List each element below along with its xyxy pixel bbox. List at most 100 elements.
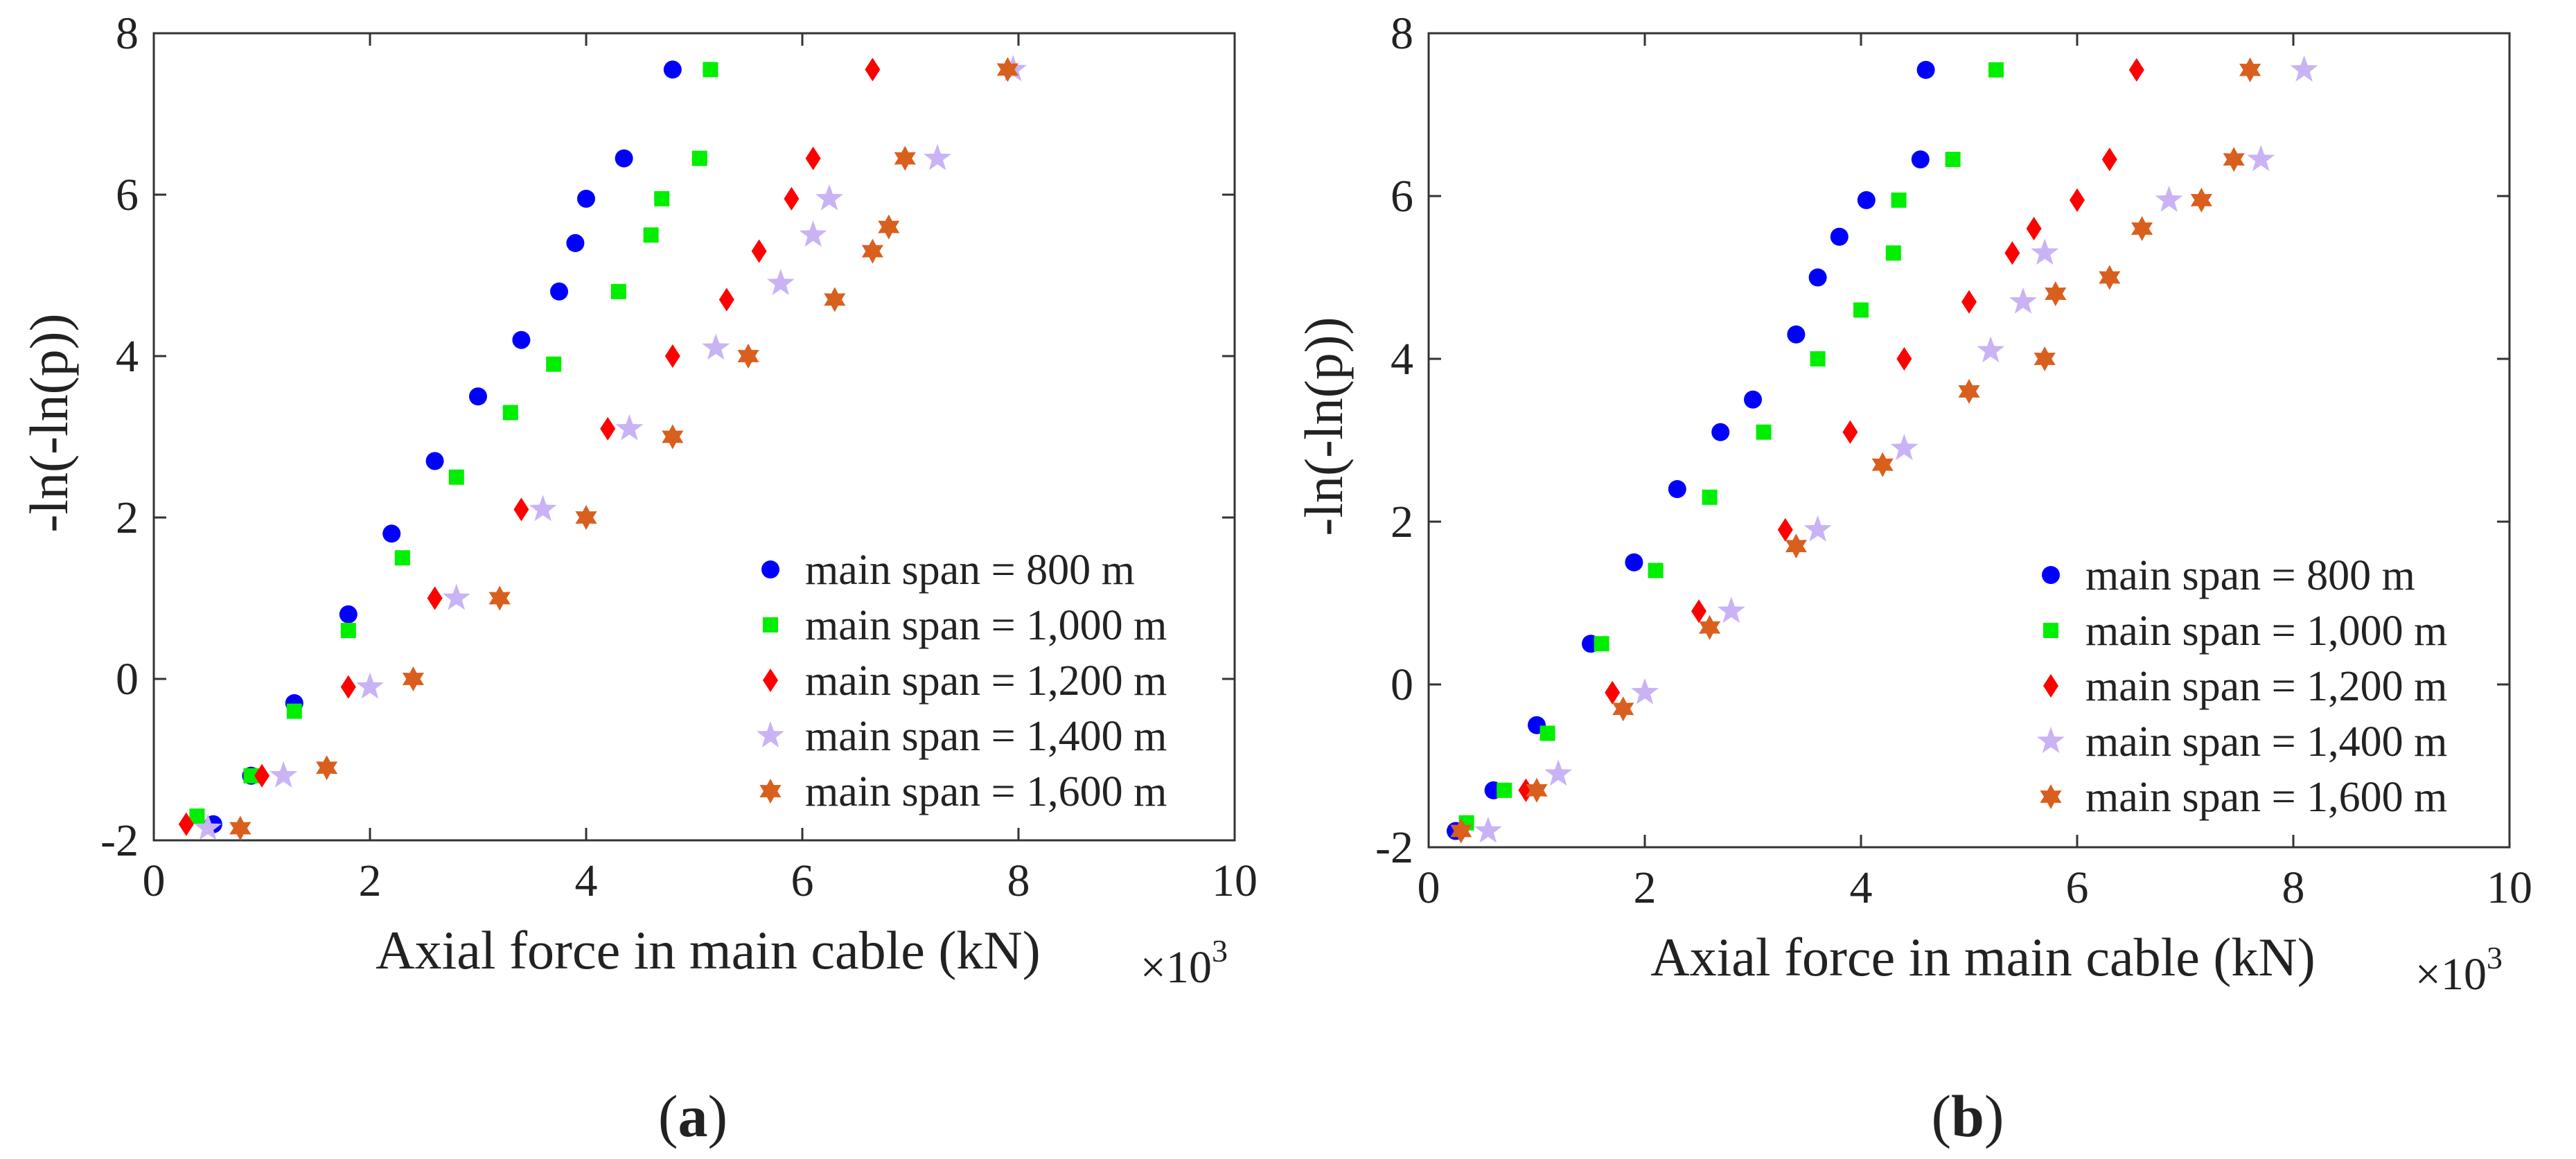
data-point [2190, 187, 2212, 213]
data-point [1958, 379, 1980, 404]
data-point [1871, 452, 1894, 477]
data-point [502, 405, 518, 421]
data-point [600, 416, 616, 441]
x-tick-label: 8 [2282, 862, 2305, 913]
series-3 [1453, 57, 2144, 843]
data-point [1808, 268, 1827, 287]
data-point [1803, 515, 1832, 542]
x-tick-label: 4 [575, 856, 598, 906]
x-tick-label: 10 [1212, 856, 1258, 906]
legend-label: main span = 1,600 m [2085, 774, 2447, 821]
data-point [243, 768, 259, 784]
y-tick-label: 6 [116, 170, 139, 220]
data-point [996, 57, 1018, 82]
data-point [2223, 147, 2245, 172]
y-axis-title: -ln(-ln(p)) [1294, 317, 1354, 536]
data-point [513, 497, 529, 522]
markers-b [1447, 55, 2318, 844]
data-point [2070, 188, 2085, 212]
y-tick-label: 2 [1391, 497, 1413, 547]
data-point [550, 282, 568, 301]
series-5 [1450, 57, 2261, 844]
data-point [1540, 725, 1555, 741]
data-point [766, 269, 795, 296]
data-point [861, 238, 883, 264]
series-1 [204, 60, 682, 833]
data-point [1702, 489, 1718, 505]
data-point [2101, 148, 2117, 172]
x-axis-multiplier: ×103 [2415, 940, 2503, 1000]
legend-label: main span = 1,600 m [805, 768, 1167, 815]
data-point [1945, 152, 1961, 168]
data-point [1891, 192, 1907, 208]
legend-label: main span = 800 m [805, 547, 1135, 594]
data-point [425, 452, 444, 470]
data-point [1717, 596, 1745, 623]
x-tick-label: 4 [1850, 862, 1873, 913]
data-point [1544, 759, 1573, 786]
panel-label-b: (b) [1931, 1083, 2004, 1149]
data-point [1594, 636, 1609, 652]
y-tick-label: 8 [116, 8, 139, 59]
data-point [1648, 563, 1664, 578]
series-5 [229, 57, 1018, 841]
data-point [448, 469, 464, 485]
markers-a [178, 55, 1027, 841]
plot-frame-b [1427, 32, 2511, 849]
x-axis-title: Axial force in main cable (kN) [376, 920, 1040, 980]
data-point [1497, 782, 1512, 798]
legend-marker [757, 721, 784, 747]
data-point [1896, 347, 1912, 371]
legend-marker [761, 560, 779, 578]
data-point [529, 495, 557, 522]
legend-marker [2043, 674, 2058, 698]
legend-a: main span = 800 m main span = 1,000 m main… [757, 547, 1167, 815]
data-point [1916, 60, 1935, 79]
panel-label-a: (a) [658, 1083, 727, 1149]
data-point [340, 675, 356, 699]
data-point [488, 585, 511, 611]
series-1 [1447, 60, 1935, 840]
legend-label: main span = 1,000 m [2085, 608, 2447, 655]
data-point [1857, 191, 1876, 209]
y-tick-label: 6 [1391, 171, 1413, 222]
data-point [178, 812, 194, 836]
data-point [1699, 614, 1721, 640]
data-point [1450, 818, 1472, 844]
x-tick-label: 2 [1634, 862, 1657, 913]
data-point [1777, 517, 1793, 542]
y-tick-label: 4 [1391, 334, 1413, 384]
legend-marker [763, 617, 778, 632]
legend-b: main span = 800 m main span = 1,000 m main… [2037, 552, 2447, 821]
data-point [1977, 336, 2005, 363]
legend-marker [2040, 784, 2062, 809]
data-point [229, 815, 252, 841]
y-tick-label: 8 [1391, 8, 1413, 59]
data-point [702, 333, 730, 360]
data-point [356, 672, 384, 699]
data-point [615, 414, 644, 441]
data-point [643, 227, 659, 243]
series-2 [1458, 62, 2004, 831]
data-point [924, 143, 951, 170]
data-point [664, 344, 680, 368]
legend-marker [2043, 623, 2058, 638]
series-4 [194, 55, 1027, 840]
x-tick-label: 0 [143, 856, 166, 906]
data-point [805, 146, 821, 170]
data-point [2045, 281, 2067, 306]
y-tick-label: 2 [116, 493, 139, 543]
data-point [316, 755, 338, 781]
x-tick-label: 0 [1418, 862, 1440, 913]
y-tick-label: -2 [1375, 822, 1413, 873]
data-point [546, 356, 562, 372]
data-point [2009, 287, 2037, 314]
data-point [340, 623, 356, 639]
data-point [691, 150, 707, 166]
data-point [1744, 390, 1762, 409]
